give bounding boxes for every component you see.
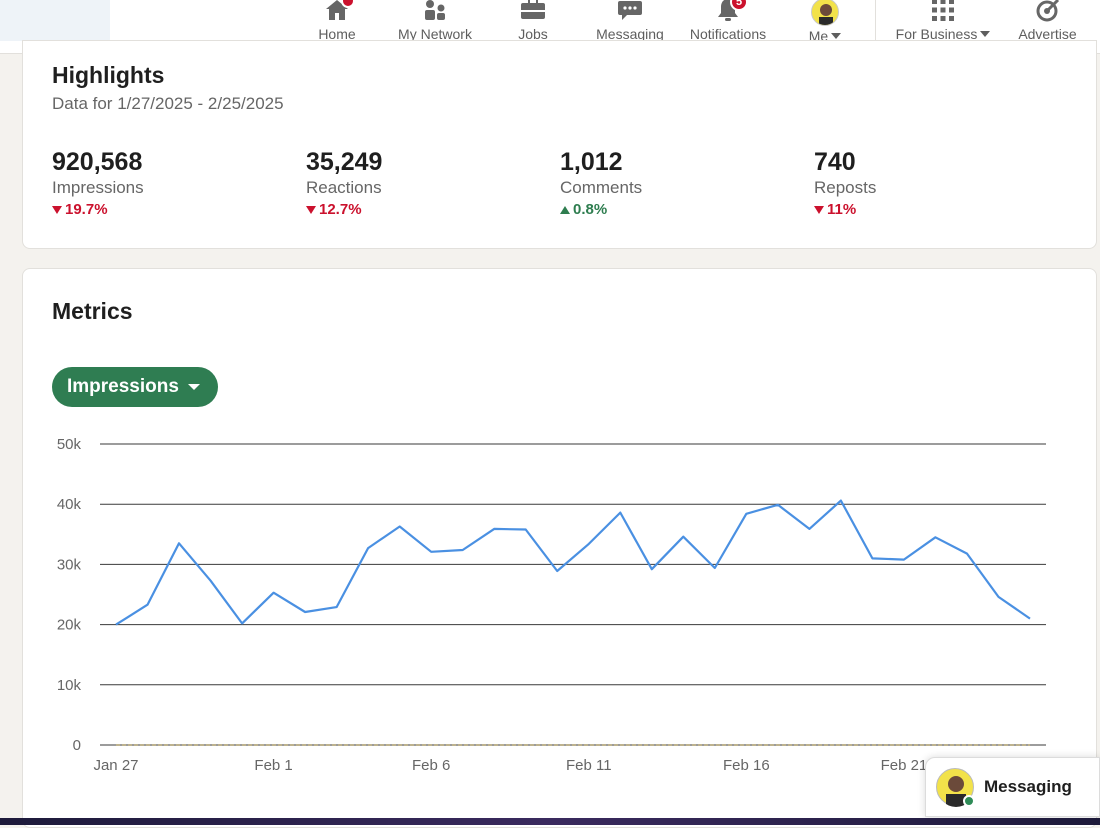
- nav-label-home: Home: [318, 26, 356, 42]
- grid-icon: [929, 0, 957, 24]
- nav-label-for-business: For Business: [896, 26, 991, 42]
- messaging-widget[interactable]: Messaging: [925, 757, 1100, 817]
- stat-label: Reactions: [306, 178, 382, 197]
- nav-my-network[interactable]: My Network: [390, 0, 480, 54]
- avatar: [811, 0, 839, 26]
- stat-label: Reposts: [814, 178, 877, 197]
- nav-label-jobs: Jobs: [518, 26, 548, 42]
- stat-change: 0.8%: [560, 201, 780, 218]
- y-tick-label: 20k: [57, 617, 82, 634]
- briefcase-icon: [519, 0, 547, 24]
- search-area[interactable]: [0, 0, 110, 41]
- chevron-down-icon: [831, 33, 842, 39]
- date-range: Data for 1/27/2025 - 2/25/2025: [52, 94, 284, 113]
- nav-home[interactable]: Home: [312, 0, 362, 54]
- notifications-badge: 5: [730, 0, 748, 11]
- avatar: [936, 768, 975, 807]
- avatar-wrapper: [811, 0, 839, 26]
- x-tick-label: Feb 11: [566, 757, 612, 774]
- x-tick-label: Jan 27: [93, 757, 138, 774]
- nav-notifications[interactable]: 5 Notifications: [683, 0, 773, 54]
- stat-value: 740: [814, 148, 856, 176]
- nav-for-business[interactable]: For Business: [888, 0, 998, 54]
- metrics-title: Metrics: [52, 298, 133, 324]
- stat-label: Comments: [560, 178, 643, 197]
- chevron-down-icon: [980, 31, 991, 37]
- stat-reactions[interactable]: 35,249 Reactions 12.7%: [306, 147, 526, 218]
- highlights-title: Highlights: [52, 62, 165, 88]
- nav-label-notifications: Notifications: [689, 26, 767, 42]
- trend-up-icon: [560, 205, 570, 214]
- trend-down-icon: [306, 205, 316, 214]
- highlights-card: Highlights Data for 1/27/2025 - 2/25/202…: [22, 40, 1097, 249]
- trend-down-icon: [52, 205, 62, 214]
- x-tick-label: Feb 21: [881, 757, 928, 774]
- nav-label-advertise: Advertise: [1018, 26, 1077, 42]
- impressions-line-chart: 0 10k 20k 30k 40k 50k Jan 27 Feb 1 Feb 6 Feb 11 Fe…: [57, 436, 1046, 774]
- nav-label-messaging: Messaging: [596, 26, 664, 42]
- y-tick-label: 50k: [57, 436, 82, 453]
- online-status-icon: [963, 795, 975, 807]
- stat-change: 11%: [814, 201, 1034, 218]
- os-taskbar-strip: [0, 818, 1100, 825]
- stat-change: 12.7%: [306, 201, 526, 218]
- chevron-down-icon: [187, 384, 200, 390]
- metric-selector-button[interactable]: Impressions: [52, 367, 218, 407]
- nav-label-my-network: My Network: [398, 26, 472, 42]
- trend-down-icon: [814, 205, 824, 214]
- x-tick-label: Feb 6: [412, 757, 450, 774]
- nav-jobs[interactable]: Jobs: [508, 0, 558, 54]
- bell-icon: 5: [714, 0, 748, 24]
- y-tick-label: 10k: [57, 677, 82, 694]
- series-line: [115, 499, 1031, 626]
- y-tick-label: 0: [73, 737, 81, 754]
- stat-impressions[interactable]: 920,568 Impressions 19.7%: [52, 147, 272, 218]
- stat-value: 1,012: [560, 148, 623, 176]
- x-tick-label: Feb 1: [254, 757, 292, 774]
- stat-comments[interactable]: 1,012 Comments 0.8%: [560, 147, 780, 218]
- y-tick-label: 40k: [57, 496, 82, 513]
- home-icon: [323, 0, 355, 24]
- chat-icon: [616, 0, 644, 24]
- y-tick-label: 30k: [57, 556, 82, 573]
- messaging-widget-label: Messaging: [984, 777, 1072, 796]
- advertise-icon: [1034, 0, 1062, 24]
- stat-label: Impressions: [52, 178, 144, 197]
- stat-value: 920,568: [52, 148, 143, 176]
- people-icon: [421, 0, 449, 24]
- metric-selector-label: Impressions: [67, 376, 179, 397]
- stat-value: 35,249: [306, 148, 383, 176]
- nav-messaging[interactable]: Messaging: [590, 0, 670, 54]
- stat-change: 19.7%: [52, 201, 272, 218]
- metrics-card: Metrics Impressions 0 10k 20k 30k 40k 50k Jan …: [22, 268, 1097, 828]
- stat-reposts[interactable]: 740 Reposts 11%: [814, 147, 1034, 218]
- nav-divider: [875, 0, 876, 54]
- x-tick-label: Feb 16: [723, 757, 770, 774]
- home-badge-dot: [341, 0, 355, 8]
- nav-advertise[interactable]: Advertise: [1010, 0, 1085, 54]
